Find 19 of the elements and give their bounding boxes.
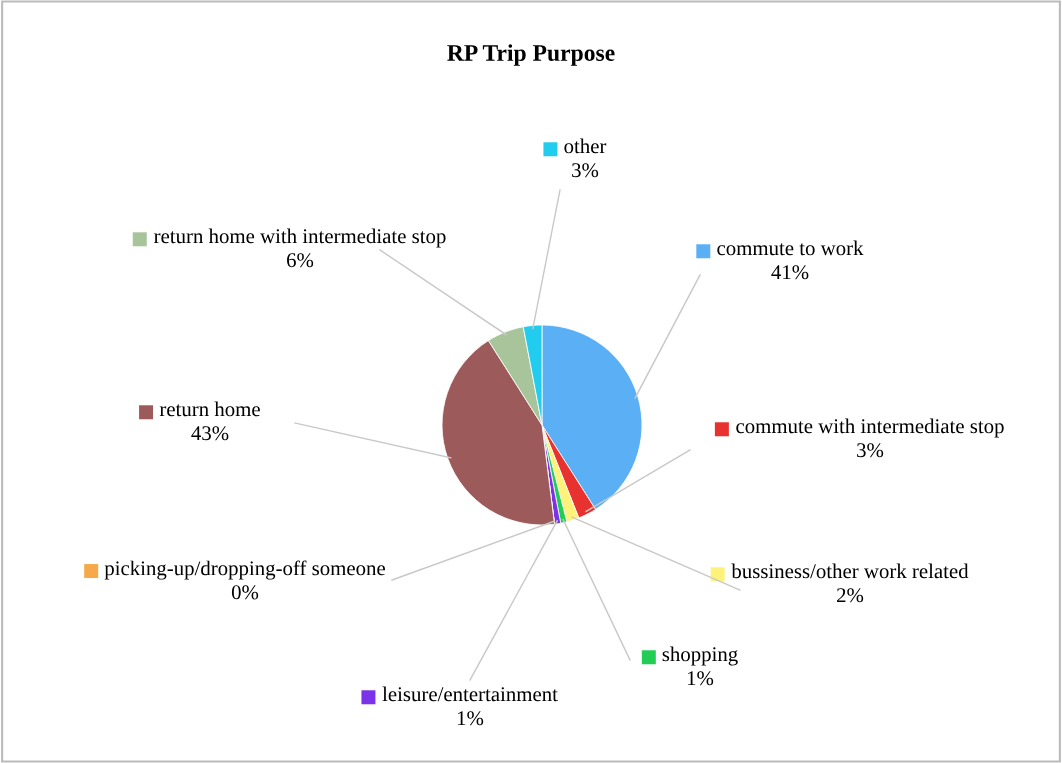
legend-label: return home with intermediate stop — [154, 228, 446, 248]
chart-title: RP Trip Purpose — [447, 44, 615, 66]
data-label: 41% — [771, 265, 809, 280]
legend-label: picking-up/dropping-off someone — [104, 560, 385, 580]
legend-label: other — [564, 138, 607, 154]
legend-label: shopping — [662, 646, 738, 666]
legend-label: bussiness/other work related — [731, 563, 969, 579]
data-label: 1% — [687, 671, 714, 686]
data-label: 43% — [191, 426, 229, 441]
data-label: 1% — [457, 711, 484, 726]
data-label: 3% — [857, 443, 884, 458]
legend-label: commute with intermediate stop — [736, 418, 1004, 438]
legend-label: leisure/entertainment — [382, 686, 558, 702]
legend-label: commute to work — [717, 240, 864, 256]
legend-label: return home — [159, 401, 260, 417]
data-label: 3% — [572, 163, 599, 178]
text: 0% — [231, 585, 259, 600]
data-label: 6% — [287, 253, 314, 268]
data-label: 2% — [837, 588, 864, 603]
